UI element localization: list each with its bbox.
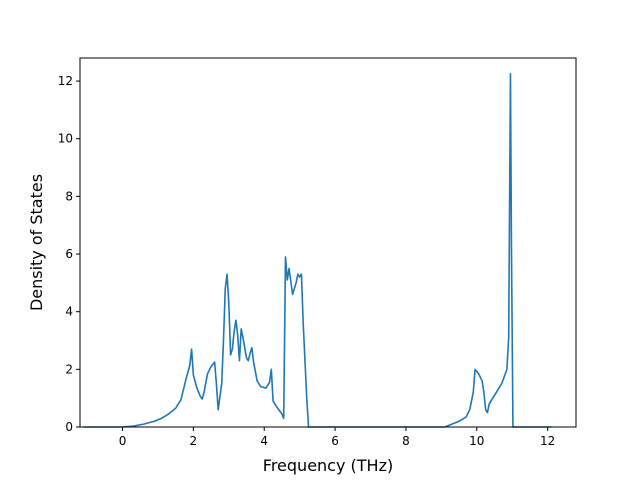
y-tick-label: 8	[65, 189, 73, 203]
x-tick-label: 4	[260, 434, 268, 448]
x-tick-label: 2	[190, 434, 198, 448]
x-tick-label: 12	[540, 434, 555, 448]
x-tick-label: 0	[119, 434, 127, 448]
x-tick-label: 6	[331, 434, 339, 448]
y-tick-label: 2	[65, 362, 73, 376]
x-axis-title: Frequency (THz)	[263, 456, 393, 475]
y-tick-label: 12	[58, 74, 73, 88]
y-axis-ticks: 0 2 4 6 8 10 12	[58, 74, 80, 434]
y-tick-label: 0	[65, 420, 73, 434]
x-tick-label: 8	[402, 434, 410, 448]
dos-series-line	[83, 73, 552, 428]
y-tick-label: 4	[65, 305, 73, 319]
plot-area	[80, 58, 576, 427]
x-tick-label: 10	[469, 434, 484, 448]
x-axis-ticks: 0 2 4 6 8 10 12	[119, 427, 555, 448]
y-tick-label: 10	[58, 132, 73, 146]
plot-frame	[79, 57, 577, 428]
y-tick-label: 6	[65, 247, 73, 261]
y-axis-title: Density of States	[27, 174, 46, 311]
